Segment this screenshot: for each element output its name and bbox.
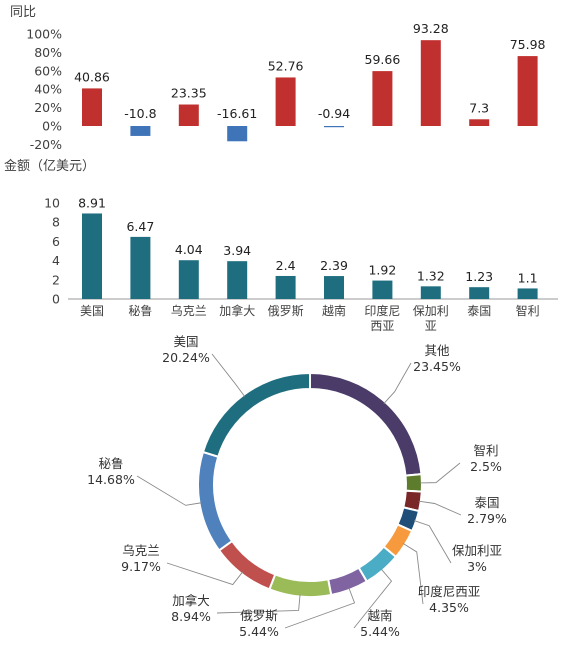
yoy-bar-美国 xyxy=(82,88,102,126)
donut-label-保加利亚: 保加利亚 3% xyxy=(452,543,502,574)
yoy-tick-label: 40% xyxy=(34,82,62,97)
yoy-tick-label: 0% xyxy=(42,119,62,134)
yoy-bar-保加利亚 xyxy=(420,40,441,126)
amount-value-label: 4.04 xyxy=(175,242,203,257)
donut-leader-line xyxy=(353,568,393,629)
donut-label-智利: 智利 2.5% xyxy=(470,443,502,474)
category-label: 美国 xyxy=(80,304,104,318)
amount-bar-保加利亚 xyxy=(420,286,441,299)
donut-slice-其他 xyxy=(309,371,423,477)
donut-slice-智利 xyxy=(404,473,423,493)
yoy-value-label: 52.76 xyxy=(268,58,304,73)
yoy-value-label: -16.61 xyxy=(217,106,257,121)
amount-bar-加拿大 xyxy=(227,261,248,299)
donut-label-加拿大: 加拿大 8.94% xyxy=(171,593,211,624)
category-label: 保加利亚 xyxy=(413,304,449,333)
yoy-tick-label: 100% xyxy=(26,27,62,42)
yoy-bar-加拿大 xyxy=(227,126,248,142)
amount-value-label: 6.47 xyxy=(126,219,154,234)
donut-leader-line xyxy=(216,594,301,614)
yoy-tick-label: 80% xyxy=(34,45,62,60)
amount-value-label: 2.4 xyxy=(276,258,296,273)
donut-slice-乌克兰 xyxy=(217,539,277,591)
amount-tick-label: 2 xyxy=(52,272,60,287)
amount-value-label: 1.23 xyxy=(465,269,493,284)
amount-tick-label: 4 xyxy=(52,253,60,268)
donut-slice-加拿大 xyxy=(268,573,333,598)
yoy-tick-label: 60% xyxy=(34,63,62,78)
yoy-axis-title: 同比 xyxy=(10,5,36,20)
donut-slice-俄罗斯 xyxy=(326,566,369,597)
amount-tick-label: 6 xyxy=(52,234,60,249)
donut-label-秘鲁: 秘鲁 14.68% xyxy=(87,456,135,487)
yoy-value-label: 93.28 xyxy=(413,21,449,36)
donut-leader-line xyxy=(166,562,243,586)
donut-label-越南: 越南 5.44% xyxy=(360,608,400,639)
donut-label-俄罗斯: 俄罗斯 5.44% xyxy=(239,608,279,639)
yoy-tick-label: 20% xyxy=(34,100,62,115)
amount-tick-label: 10 xyxy=(44,196,60,211)
yoy-value-label: 7.3 xyxy=(469,100,489,115)
amount-bar-秘鲁 xyxy=(130,236,151,299)
yoy-bar-泰国 xyxy=(469,119,490,126)
category-label: 乌克兰 xyxy=(171,303,207,318)
yoy-bar-秘鲁 xyxy=(130,126,151,136)
yoy-bar-印度尼西亚 xyxy=(372,71,393,126)
donut-label-乌克兰: 乌克兰 9.17% xyxy=(121,543,161,574)
donut-leader-line xyxy=(402,543,424,605)
donut-label-其他: 其他 23.45% xyxy=(413,343,461,374)
yoy-bar-乌克兰 xyxy=(178,104,199,126)
yoy-bar-智利 xyxy=(517,56,538,126)
donut-leader-line xyxy=(413,520,452,564)
amount-value-label: 1.32 xyxy=(417,268,445,283)
donut-leader-line xyxy=(419,462,461,484)
category-label: 越南 xyxy=(322,303,346,318)
yoy-value-label: -10.8 xyxy=(124,106,156,121)
donut-leader-line xyxy=(284,587,356,629)
donut-slice-秘鲁 xyxy=(197,450,234,552)
yoy-value-label: 75.98 xyxy=(510,37,546,52)
yoy-value-label: 59.66 xyxy=(365,52,401,67)
yoy-growth-chart: 同比 100% 80% 60% 40% 20% 0% -20% 40.86 -10.8 23.3… xyxy=(10,5,546,152)
amount-bar-泰国 xyxy=(469,287,490,299)
yoy-value-label: -0.94 xyxy=(318,106,350,121)
yoy-tick-label: -20% xyxy=(30,137,62,152)
category-label: 智利 xyxy=(516,303,540,318)
donut-leader-line xyxy=(383,362,412,404)
amount-chart: 金额（亿美元） 10 8 6 4 2 0 8.91 6.47 4.04 3.94 2.4 2.39 1… xyxy=(4,158,558,333)
category-label: 加拿大 xyxy=(219,303,255,318)
category-label: 印度尼西亚 xyxy=(364,303,400,333)
donut-label-美国: 美国 20.24% xyxy=(162,334,210,365)
amount-bar-越南 xyxy=(324,276,344,299)
donut-leader-line xyxy=(418,500,462,516)
amount-value-label: 3.94 xyxy=(223,243,251,258)
amount-bar-俄罗斯 xyxy=(275,275,296,299)
amount-value-label: 8.91 xyxy=(78,195,106,210)
amount-bar-美国 xyxy=(82,213,102,299)
amount-tick-label: 8 xyxy=(52,215,60,230)
donut-label-泰国: 泰国 2.79% xyxy=(467,495,507,526)
amount-bar-印度尼西亚 xyxy=(372,280,393,299)
share-donut-chart: 其他 23.45% 智利 2.5% 泰国 2.79% 保加利亚 3% 印度尼西亚 4.35% 越南 5… xyxy=(87,334,507,639)
category-label: 秘鲁 xyxy=(128,304,152,318)
donut-label-印度尼西亚: 印度尼西亚 4.35% xyxy=(418,584,481,615)
amount-value-label: 1.92 xyxy=(368,263,396,278)
category-label: 俄罗斯 xyxy=(268,304,304,318)
yoy-value-label: 40.86 xyxy=(74,69,110,84)
amount-axis-title: 金额（亿美元） xyxy=(4,158,95,174)
amount-value-label: 2.39 xyxy=(320,258,348,273)
donut-leader-line xyxy=(211,353,246,397)
yoy-bar-越南 xyxy=(324,126,344,128)
amount-bar-乌克兰 xyxy=(178,260,199,299)
amount-bar-智利 xyxy=(517,288,538,299)
amount-tick-label: 0 xyxy=(52,292,60,307)
yoy-bar-俄罗斯 xyxy=(275,77,296,126)
donut-leader-line xyxy=(136,475,202,506)
category-label: 泰国 xyxy=(467,304,491,318)
amount-value-label: 1.1 xyxy=(518,270,538,285)
donut-slice-美国 xyxy=(201,371,311,458)
yoy-value-label: 23.35 xyxy=(171,86,207,101)
